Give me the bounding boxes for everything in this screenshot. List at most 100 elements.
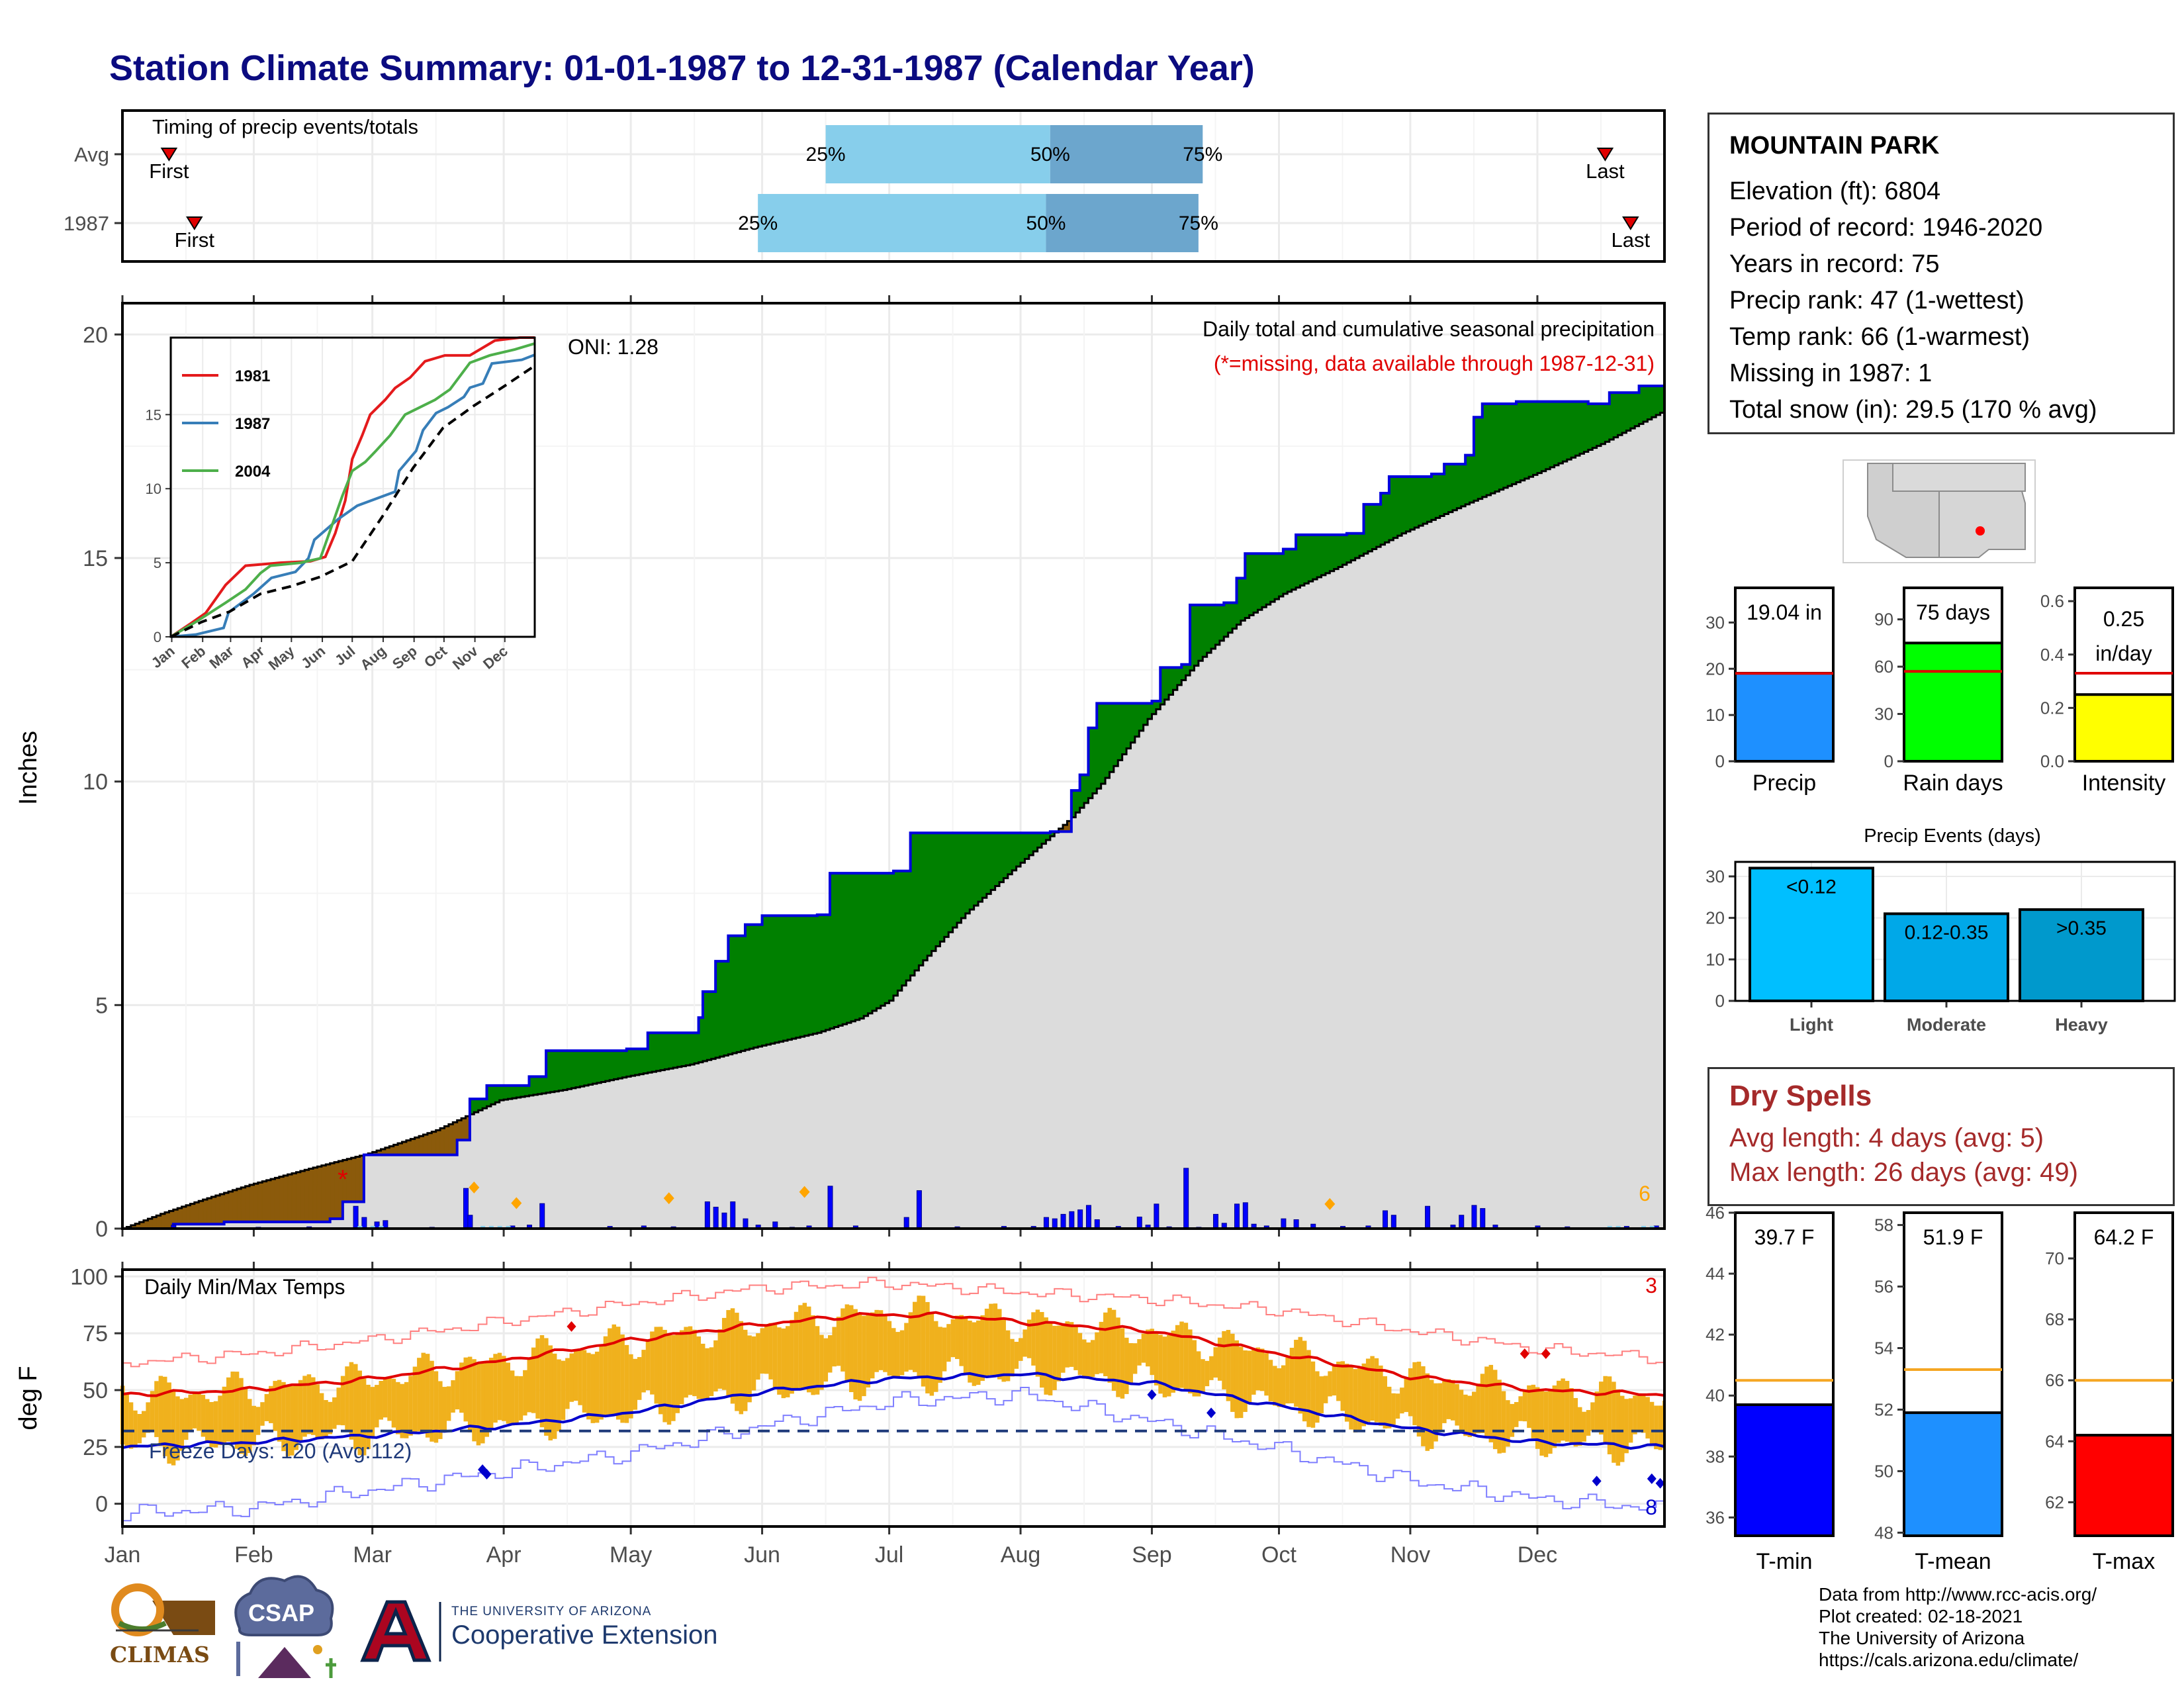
temp-daily-bar (230, 1371, 235, 1444)
precip-daily-bar (1052, 1218, 1058, 1229)
temp-daily-bar (133, 1410, 138, 1448)
csap-logo-sun (313, 1645, 322, 1654)
temp-clip (1666, 1270, 1692, 1526)
temp-daily-bar (1374, 1358, 1379, 1423)
temp-daily-bar (417, 1358, 422, 1432)
temp-xtick-label-may: May (610, 1542, 652, 1568)
temp-daily-bar (989, 1303, 993, 1376)
credits: Data from http://www.rcc-acis.org/ Plot … (1819, 1583, 2097, 1671)
temp-daily-bar (1357, 1368, 1362, 1431)
temp-daily-bar (137, 1414, 142, 1444)
temp-daily-bar (950, 1319, 956, 1358)
temp-daily-bar (1019, 1338, 1023, 1361)
temp-daily-bar (1404, 1378, 1409, 1413)
temp-record-low-marker (1655, 1477, 1665, 1489)
temp-daily-bar (1603, 1376, 1608, 1444)
tidx-ytick-label: 68 (2045, 1309, 2064, 1329)
temp-daily-bar (455, 1371, 460, 1410)
map-station-marker (1976, 526, 1985, 536)
temp-daily-bar (959, 1315, 964, 1366)
precip-avg-area (122, 410, 1664, 1229)
precip-daily-bar (1293, 1219, 1299, 1229)
temp-daily-bar (573, 1349, 578, 1401)
inset-ytick-label: 10 (146, 481, 161, 497)
tidx-value-label: 51.9 F (1923, 1225, 1983, 1249)
temp-xtick-label-jun: Jun (744, 1542, 780, 1568)
map-new-mexico-region (1938, 491, 2026, 558)
temp-daily-bar (891, 1328, 896, 1379)
cooperative-extension: Cooperative Extension (451, 1620, 718, 1650)
timing-bar-q25-q50 (825, 125, 1050, 183)
temp-title: Daily Min/Max Temps (144, 1275, 345, 1299)
precip-snow-bar (1607, 1225, 1612, 1229)
timing-label-q50: 50% (1026, 212, 1066, 234)
pidx-value-label: 0.25 (2103, 607, 2144, 631)
temp-daily-bar (548, 1345, 553, 1440)
temp-daily-bar (142, 1411, 146, 1438)
tidx-ytick-label: 64 (2045, 1431, 2064, 1451)
temp-daily-bar (1565, 1381, 1570, 1442)
temp-daily-bar (1001, 1319, 1006, 1382)
uofa-block-a-logo (360, 1600, 432, 1662)
temp-daily-bar (1179, 1321, 1184, 1388)
pidx-category-label: Precip (1752, 771, 1816, 796)
tidx-ytick-label: 62 (2045, 1492, 2064, 1512)
temp-daily-bar (997, 1309, 1002, 1380)
temp-daily-bar (819, 1335, 824, 1390)
precip-snow-bar (1649, 1225, 1655, 1229)
temp-daily-bar (1501, 1391, 1506, 1453)
temp-daily-bar (1552, 1385, 1557, 1448)
precip-events-panel: <0.12 Light 0.12-0.35 Moderate >0.35 Heavy 0 10… (1706, 825, 2176, 1035)
temp-freeze-label: Freeze Days: 120 (Avg:112) (149, 1439, 412, 1463)
station-precip-rank: Precip rank: 47 (1-wettest) (1729, 287, 2025, 314)
temp-daily-bar (1488, 1364, 1494, 1442)
temp-record-high-marker (1520, 1348, 1529, 1360)
temp-daily-bar (1658, 1405, 1663, 1450)
temp-daily-bar (917, 1295, 921, 1379)
temp-indices-panel: 36 38 40 42 44 46 39.7 F T-min 48 50 52 54 56 58 51.9 … (1706, 1203, 2174, 1574)
temp-daily-bar (396, 1382, 400, 1434)
temp-daily-bar (1628, 1398, 1633, 1443)
temp-daily-bar (408, 1376, 413, 1436)
temp-daily-bar (743, 1329, 748, 1411)
temp-daily-bar (662, 1330, 667, 1423)
tidx-bar-t-mean (1903, 1411, 2003, 1537)
temp-daily-bar (438, 1381, 443, 1439)
temp-daily-bar (552, 1353, 557, 1439)
temp-daily-bar (1433, 1383, 1438, 1442)
temp-daily-bar (938, 1327, 942, 1383)
temp-daily-bar (1150, 1329, 1154, 1376)
temp-daily-bar (484, 1362, 489, 1437)
temp-daily-bar (1213, 1347, 1218, 1378)
temp-ytick-label: 25 (83, 1435, 108, 1460)
temp-daily-bar (201, 1395, 206, 1437)
precip-daily-bar (903, 1217, 909, 1229)
temp-daily-bar (946, 1324, 951, 1362)
temp-daily-bar (921, 1295, 926, 1387)
temp-daily-bar (878, 1310, 884, 1370)
temp-daily-bar (510, 1370, 515, 1426)
timing-label-first: First (175, 228, 215, 252)
precip-daily-bar (353, 1205, 359, 1229)
temp-daily-bar (302, 1376, 307, 1437)
pidx-ytick-label: 0.0 (2040, 751, 2064, 771)
events-title: Precip Events (days) (1864, 825, 2041, 847)
temp-daily-bar (285, 1385, 291, 1456)
credit-url: https://cals.arizona.edu/climate/ (1819, 1650, 2079, 1670)
temp-daily-bar (1619, 1395, 1625, 1462)
temp-daily-bar (633, 1358, 638, 1410)
climas-logo-sun (111, 1583, 164, 1636)
timing-label-q75: 75% (1183, 144, 1222, 165)
tidx-ytick-label: 54 (1874, 1338, 1893, 1358)
temp-daily-bar (1238, 1346, 1244, 1419)
temp-daily-bar (179, 1399, 185, 1451)
temp-daily-bar (586, 1352, 591, 1420)
temp-daily-bar (1612, 1382, 1616, 1463)
temp-daily-bar (1429, 1380, 1434, 1449)
temp-daily-bar (239, 1378, 244, 1454)
temp-daily-bar (1522, 1389, 1527, 1422)
logos (111, 1575, 441, 1678)
temp-daily-bar (1577, 1407, 1582, 1446)
temp-daily-bar (1289, 1348, 1295, 1403)
temp-daily-bar (1548, 1389, 1553, 1454)
